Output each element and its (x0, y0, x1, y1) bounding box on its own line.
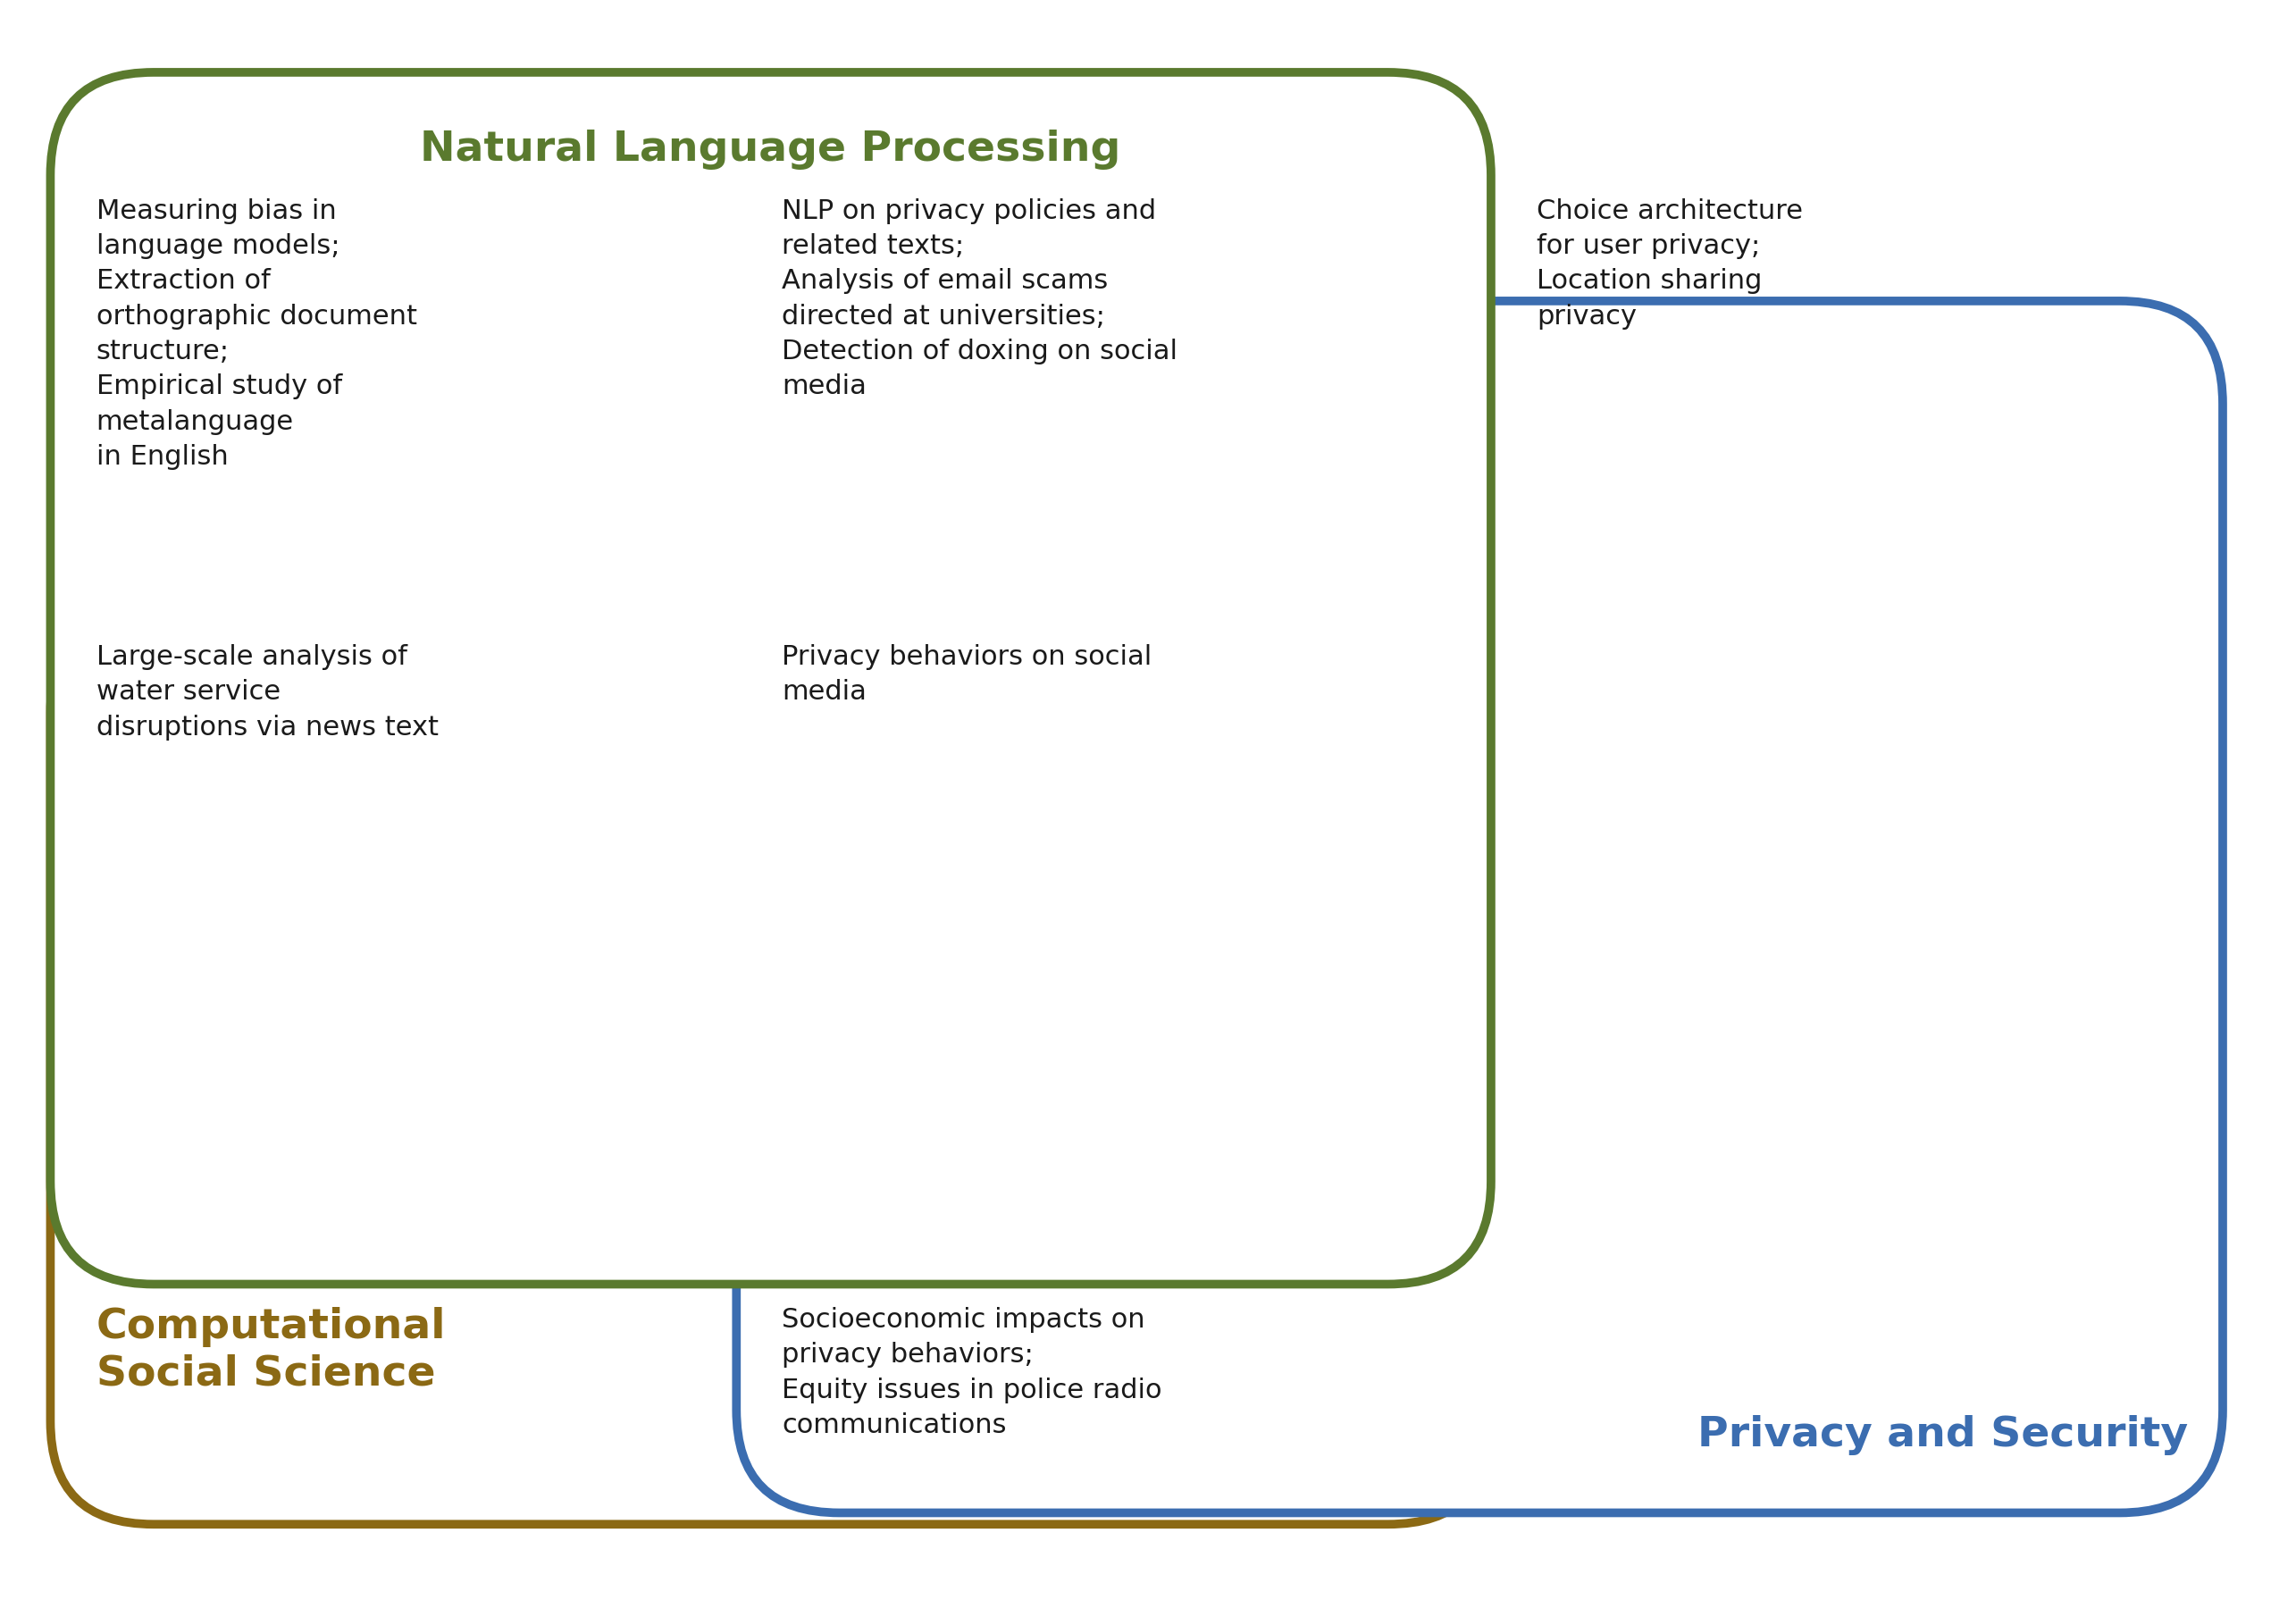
Text: Measuring bias in
language models;
Extraction of
orthographic document
structure: Measuring bias in language models; Extra… (96, 198, 418, 470)
FancyBboxPatch shape (51, 609, 1490, 1524)
Text: Privacy behaviors on social
media: Privacy behaviors on social media (783, 643, 1153, 704)
Text: Large-scale analysis of
water service
disruptions via news text: Large-scale analysis of water service di… (96, 643, 439, 740)
Text: Computational
Social Science: Computational Social Science (96, 1307, 445, 1394)
Text: NLP on privacy policies and
related texts;
Analysis of email scams
directed at u: NLP on privacy policies and related text… (783, 198, 1178, 400)
Text: Privacy and Security: Privacy and Security (1697, 1415, 2188, 1455)
FancyBboxPatch shape (737, 301, 2223, 1513)
FancyBboxPatch shape (51, 72, 1490, 1285)
Text: Natural Language Processing: Natural Language Processing (420, 130, 1120, 170)
Text: Socioeconomic impacts on
privacy behaviors;
Equity issues in police radio
commun: Socioeconomic impacts on privacy behavio… (783, 1307, 1162, 1439)
Text: Choice architecture
for user privacy;
Location sharing
privacy: Choice architecture for user privacy; Lo… (1536, 198, 1802, 330)
